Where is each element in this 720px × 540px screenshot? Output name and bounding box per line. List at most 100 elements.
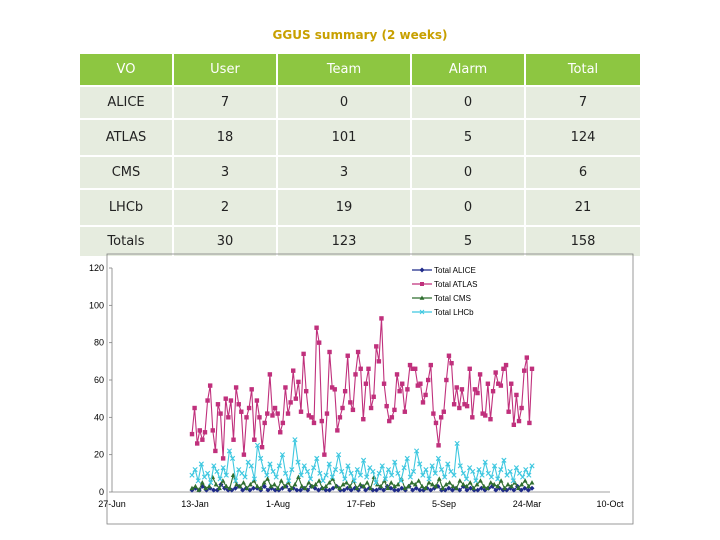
data-point <box>357 472 364 478</box>
cell-alarm: 0 <box>411 86 526 120</box>
data-point <box>267 372 273 377</box>
data-point <box>322 452 327 457</box>
cell-alarm: 5 <box>411 119 526 157</box>
data-point <box>529 480 535 485</box>
data-point <box>432 470 438 476</box>
data-point <box>423 485 428 491</box>
data-point <box>198 461 204 467</box>
data-point <box>258 455 264 461</box>
data-point <box>258 485 264 491</box>
data-point <box>223 483 229 489</box>
data-point <box>526 483 531 489</box>
data-point <box>498 467 504 473</box>
data-point <box>298 409 304 414</box>
data-point <box>451 472 457 478</box>
header-vo: VO <box>80 54 174 87</box>
data-point <box>401 465 407 471</box>
data-point <box>457 405 462 411</box>
header-alarm: Alarm <box>411 54 526 87</box>
data-point <box>268 483 274 489</box>
x-tick-label: 5-Sep <box>432 499 456 509</box>
data-point <box>402 485 408 491</box>
data-point <box>385 485 391 491</box>
data-point <box>472 387 478 392</box>
cell-total: 158 <box>525 226 640 258</box>
data-point <box>291 368 296 373</box>
data-point <box>326 461 332 467</box>
cell-vo: LHCb <box>80 189 174 227</box>
data-point <box>363 487 369 493</box>
data-point <box>509 381 514 386</box>
data-point <box>353 372 358 377</box>
data-point <box>450 483 456 489</box>
data-point <box>195 478 201 484</box>
data-point <box>429 463 435 469</box>
data-point <box>202 430 208 435</box>
data-point <box>436 443 441 448</box>
data-point <box>247 481 253 487</box>
data-point <box>488 417 493 422</box>
data-point <box>340 481 346 487</box>
data-point <box>467 366 472 371</box>
data-point <box>417 461 423 467</box>
data-point <box>524 355 530 360</box>
data-point <box>316 478 322 483</box>
data-point <box>426 476 432 482</box>
data-point <box>444 377 449 383</box>
data-point <box>484 485 490 491</box>
data-point <box>342 476 348 482</box>
data-point <box>316 487 322 493</box>
data-point <box>306 413 311 418</box>
data-point <box>223 472 229 478</box>
data-point <box>194 441 200 446</box>
cell-user: 30 <box>173 226 278 258</box>
data-point <box>344 480 349 485</box>
data-point <box>392 483 398 489</box>
data-point <box>326 487 332 493</box>
data-point <box>199 480 205 485</box>
data-point <box>476 467 482 473</box>
data-point <box>475 390 480 396</box>
data-point <box>410 487 416 493</box>
y-tick-label: 0 <box>99 487 104 497</box>
data-point <box>196 487 202 492</box>
data-point <box>420 472 426 478</box>
data-point <box>283 385 288 390</box>
data-point <box>392 487 398 493</box>
data-point <box>409 480 415 485</box>
data-point <box>508 483 514 489</box>
data-point <box>293 396 299 401</box>
legend-item: Total ATLAS <box>412 280 477 289</box>
data-point <box>507 468 513 475</box>
data-point <box>309 483 315 489</box>
data-point <box>413 485 419 491</box>
data-point <box>254 398 260 403</box>
data-point <box>254 483 260 489</box>
y-tick-labels: 0 20 40 60 80 100 120 <box>89 263 112 497</box>
data-point <box>449 487 455 493</box>
data-point <box>470 468 476 475</box>
x-tick-label: 1-Aug <box>266 499 290 509</box>
data-point <box>438 415 444 420</box>
data-point <box>330 485 336 491</box>
data-point <box>457 463 463 469</box>
data-point <box>361 417 366 422</box>
data-point <box>241 452 247 457</box>
data-point <box>302 485 308 491</box>
data-point <box>395 487 401 493</box>
data-point <box>192 405 197 411</box>
data-point <box>279 452 286 458</box>
data-point <box>423 392 428 398</box>
data-point <box>341 487 347 493</box>
data-point <box>495 483 501 489</box>
data-point <box>457 487 463 493</box>
data-point <box>226 415 231 420</box>
data-point <box>433 420 439 426</box>
data-point <box>228 398 234 403</box>
data-point <box>348 400 353 405</box>
data-point <box>217 485 222 491</box>
data-point <box>220 465 226 471</box>
data-point <box>285 480 291 485</box>
data-point <box>193 483 198 489</box>
data-point <box>436 476 442 481</box>
